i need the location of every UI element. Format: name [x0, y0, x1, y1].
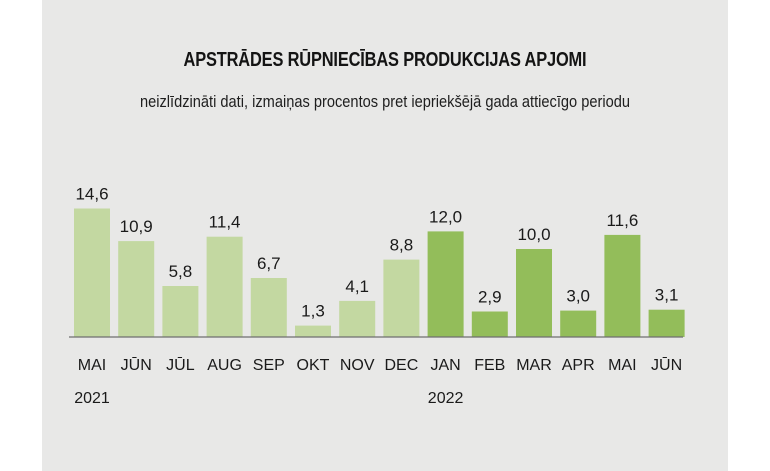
chart-title: APSTRĀDES RŪPNIECĪBAS PRODUKCIJAS APJOMI — [183, 49, 587, 71]
chart-subtitle: neizlīdzināti dati, izmaiņas procentos p… — [139, 92, 631, 111]
value-label-13: 3,1 — [655, 286, 679, 305]
value-label-5: 1,3 — [301, 302, 325, 321]
category-label-6: NOV — [340, 357, 375, 374]
value-label-2: 5,8 — [169, 262, 193, 281]
category-label-11: APR — [562, 357, 595, 374]
value-label-0: 14,6 — [75, 185, 108, 204]
category-label-1: JŪN — [121, 356, 152, 374]
bar-4 — [250, 278, 287, 337]
category-label-9: FEB — [474, 357, 505, 374]
category-label-5: OKT — [297, 357, 330, 374]
category-label-13: JŪN — [651, 356, 682, 374]
value-label-6: 4,1 — [345, 277, 369, 296]
value-labels-group: 14,6 10,9 5,8 11,4 6,7 1,3 4,1 8,8 12,0 2,9 10,0 3,… — [75, 185, 678, 321]
value-label-4: 6,7 — [257, 254, 281, 273]
bar-6 — [339, 300, 376, 337]
bar-3 — [206, 236, 243, 337]
value-label-10: 10,0 — [517, 225, 550, 244]
year-label-0: 2021 — [74, 390, 110, 407]
value-label-11: 3,0 — [566, 287, 590, 306]
value-label-12: 11,6 — [606, 211, 638, 230]
bar-2 — [162, 286, 199, 337]
bar-7 — [383, 259, 420, 337]
year-label-1: 2022 — [428, 390, 464, 407]
value-label-9: 2,9 — [478, 288, 502, 307]
bar-9 — [471, 311, 508, 337]
category-label-4: SEP — [253, 357, 285, 374]
bar-1 — [118, 241, 155, 337]
bars-group — [74, 208, 685, 337]
value-label-3: 11,4 — [209, 213, 241, 232]
bar-13 — [648, 309, 685, 337]
bar-0 — [74, 208, 110, 337]
category-label-12: MAI — [608, 357, 636, 374]
bar-chart: 14,6 10,9 5,8 11,4 6,7 1,3 4,1 8,8 12,0 2,9 10,0 3,… — [69, 185, 685, 407]
bar-8 — [427, 231, 464, 337]
category-label-8: JAN — [430, 357, 460, 374]
category-label-2: JŪL — [166, 356, 195, 374]
value-label-1: 10,9 — [120, 217, 153, 236]
bar-10 — [516, 249, 552, 337]
category-label-10: MAR — [516, 357, 552, 374]
value-label-7: 8,8 — [390, 236, 414, 255]
value-label-8: 12,0 — [429, 207, 462, 226]
category-label-0: MAI — [78, 357, 106, 374]
chart-panel: APSTRĀDES RŪPNIECĪBAS PRODUKCIJAS APJOMI… — [42, 0, 728, 471]
category-labels-group: MAI JŪN JŪL AUG SEP OKT NOV DEC JAN FEB MAR APR MAI J… — [74, 356, 682, 407]
category-label-7: DEC — [385, 357, 419, 374]
bar-5 — [295, 325, 331, 337]
category-label-3: AUG — [207, 357, 242, 374]
bar-12 — [604, 234, 641, 337]
bar-11 — [560, 310, 597, 337]
